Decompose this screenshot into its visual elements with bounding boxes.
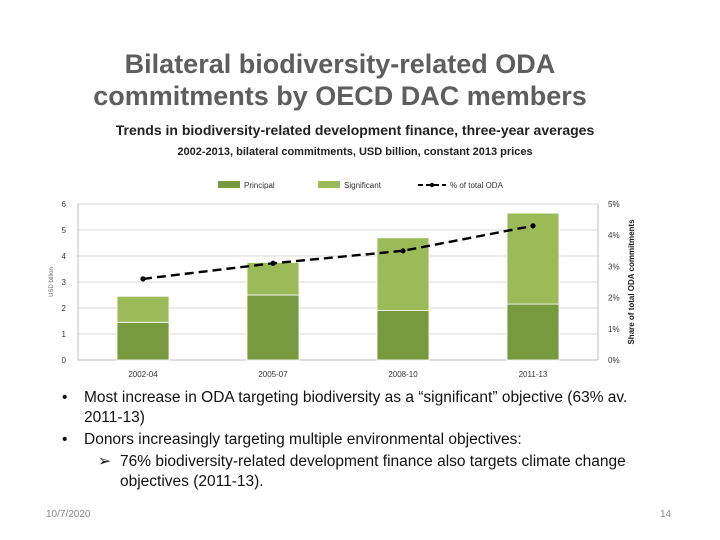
y2-tick-label: 2% [608,294,620,303]
line-series-marker [530,223,536,229]
legend-swatch-significant [318,181,340,188]
y-tick-label: 4 [62,252,67,261]
line-series-marker [400,248,406,254]
footer-date: 10/7/2020 [46,509,91,520]
y-axis-label: USD billion [49,267,55,297]
y2-tick-label: 5% [608,200,620,209]
page-number: 14 [660,509,672,520]
sub-bullet-item: ➢ 76% biodiversity-related development f… [62,452,642,492]
bar-principal [246,294,300,361]
legend-label: Significant [344,181,382,190]
chart-title: Trends in biodiversity-related developme… [115,122,595,138]
y-tick-label: 5 [62,226,67,235]
bar-principal [116,321,170,361]
y2-axis-label: Share of total ODA commitments [627,219,636,345]
bullet-item: • Donors increasingly targeting multiple… [62,430,642,450]
y-tick-label: 1 [62,330,67,339]
bullet-glyph: • [62,389,68,406]
bar-significant [116,295,170,323]
y-tick-label: 2 [62,304,67,313]
line-series-marker [140,276,146,282]
x-tick-label: 2002-04 [128,370,158,379]
bullet-text: Donors increasingly targeting multiple e… [84,431,522,448]
bullet-glyph: • [62,431,68,448]
x-tick-label: 2005-07 [258,370,288,379]
legend-swatch-principal [218,181,240,188]
y-tick-label: 3 [62,278,67,287]
y-tick-label: 6 [62,200,67,209]
bullet-list: • Most increase in ODA targeting biodive… [62,388,642,492]
arrow-bullet-icon: ➢ [98,453,111,470]
legend-label: % of total ODA [450,181,504,190]
line-series-path [142,224,534,281]
bar-principal [506,303,560,361]
bar-principal [376,310,430,361]
slide-title: Bilateral biodiversity-related ODA commi… [93,49,587,111]
line-series-marker [270,260,276,266]
legend-label: Principal [244,181,275,190]
legend-line-marker [429,182,435,188]
y2-tick-label: 1% [608,325,620,334]
x-tick-label: 2011-13 [519,370,548,379]
sub-bullet-text: 76% biodiversity-related development fin… [120,453,626,490]
bullet-item: • Most increase in ODA targeting biodive… [62,388,642,428]
x-tick-label: 2008-10 [388,370,418,379]
y2-tick-label: 4% [608,231,620,240]
bullet-text: Most increase in ODA targeting biodivers… [84,389,628,426]
bar-significant [246,262,300,296]
chart-subtitle: 2002-2013, bilateral commitments, USD bi… [177,146,533,158]
y2-tick-label: 3% [608,262,620,271]
y-tick-label: 0 [62,356,67,365]
y2-tick-label: 0% [608,356,620,365]
